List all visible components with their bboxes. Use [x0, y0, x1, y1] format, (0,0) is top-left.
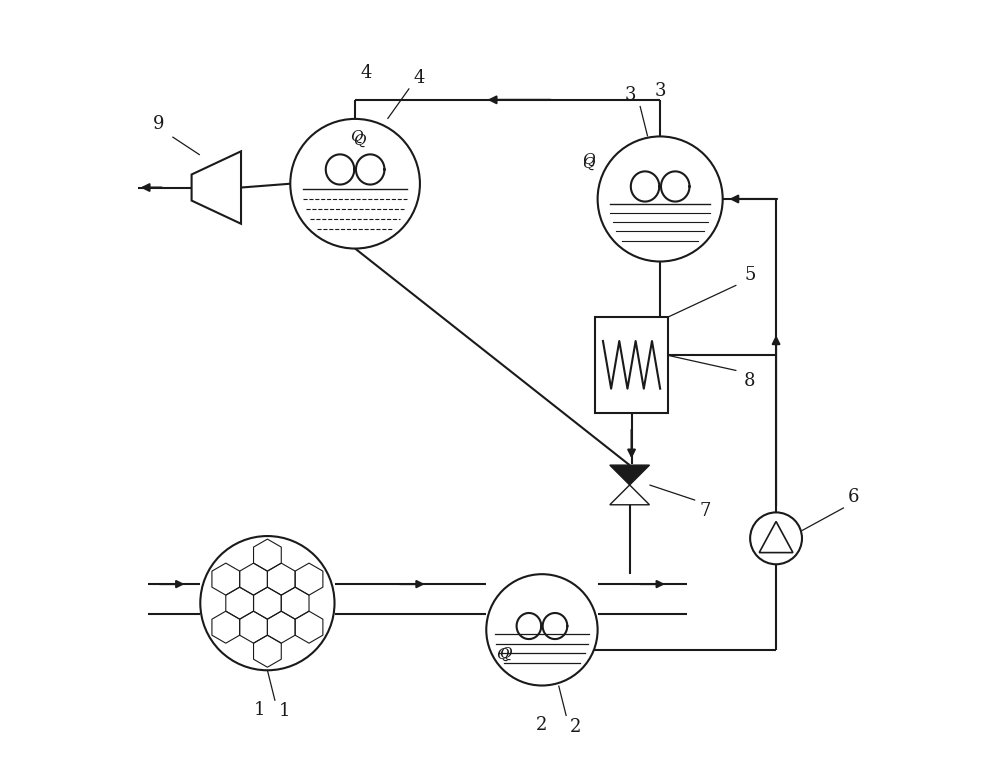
Circle shape — [486, 575, 598, 685]
Text: 9: 9 — [153, 115, 164, 133]
Circle shape — [200, 536, 335, 670]
Text: 2: 2 — [536, 716, 548, 734]
Text: 7: 7 — [699, 502, 710, 520]
Text: Q: Q — [350, 130, 363, 144]
Circle shape — [598, 137, 723, 261]
Text: 3: 3 — [625, 86, 636, 105]
Text: 3: 3 — [654, 82, 666, 100]
Text: 1: 1 — [254, 701, 266, 719]
Text: Q: Q — [353, 134, 365, 148]
Circle shape — [290, 119, 420, 248]
Text: Q: Q — [496, 648, 509, 662]
Text: 2: 2 — [570, 717, 581, 736]
Text: 4: 4 — [413, 69, 424, 87]
Text: 1: 1 — [279, 702, 290, 720]
Text: 4: 4 — [361, 64, 372, 83]
Polygon shape — [192, 151, 241, 224]
Polygon shape — [610, 485, 649, 505]
Text: Q: Q — [582, 157, 594, 171]
Text: 8: 8 — [744, 372, 756, 390]
Text: 6: 6 — [848, 488, 859, 507]
Polygon shape — [610, 465, 649, 485]
Bar — [595, 317, 668, 413]
Text: Q: Q — [582, 153, 594, 167]
Circle shape — [750, 513, 802, 565]
Text: 5: 5 — [744, 266, 755, 283]
Text: Q: Q — [499, 646, 511, 660]
